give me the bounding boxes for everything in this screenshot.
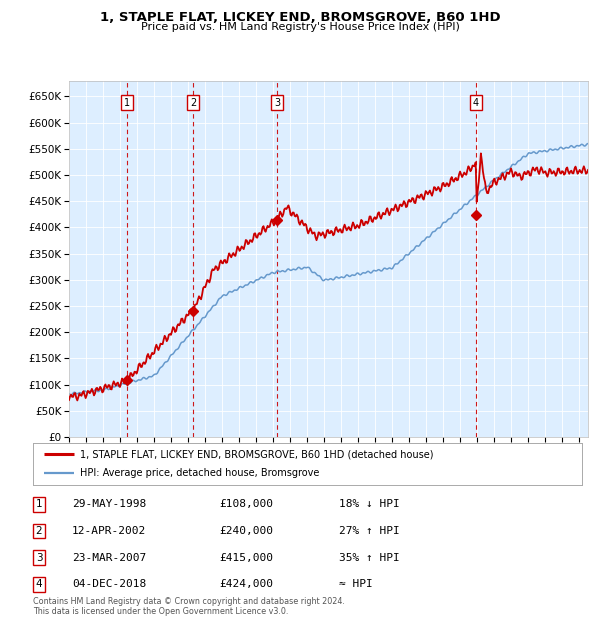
Text: 12-APR-2002: 12-APR-2002 (72, 526, 146, 536)
Text: 29-MAY-1998: 29-MAY-1998 (72, 499, 146, 510)
Text: 3: 3 (274, 97, 280, 108)
Text: 27% ↑ HPI: 27% ↑ HPI (339, 526, 400, 536)
Text: £424,000: £424,000 (219, 579, 273, 590)
Text: 1: 1 (124, 97, 130, 108)
Text: £415,000: £415,000 (219, 552, 273, 563)
Text: This data is licensed under the Open Government Licence v3.0.: This data is licensed under the Open Gov… (33, 607, 289, 616)
Text: HPI: Average price, detached house, Bromsgrove: HPI: Average price, detached house, Brom… (80, 469, 319, 479)
Text: 04-DEC-2018: 04-DEC-2018 (72, 579, 146, 590)
Text: 4: 4 (473, 97, 479, 108)
Text: 1, STAPLE FLAT, LICKEY END, BROMSGROVE, B60 1HD: 1, STAPLE FLAT, LICKEY END, BROMSGROVE, … (100, 11, 500, 24)
Text: ≈ HPI: ≈ HPI (339, 579, 373, 590)
Text: 23-MAR-2007: 23-MAR-2007 (72, 552, 146, 563)
Text: 4: 4 (35, 579, 43, 590)
Text: 1: 1 (35, 499, 43, 510)
Text: 35% ↑ HPI: 35% ↑ HPI (339, 552, 400, 563)
Text: 1, STAPLE FLAT, LICKEY END, BROMSGROVE, B60 1HD (detached house): 1, STAPLE FLAT, LICKEY END, BROMSGROVE, … (80, 449, 433, 459)
Text: 2: 2 (190, 97, 196, 108)
Text: 18% ↓ HPI: 18% ↓ HPI (339, 499, 400, 510)
Text: 2: 2 (35, 526, 43, 536)
Text: £240,000: £240,000 (219, 526, 273, 536)
Text: 3: 3 (35, 552, 43, 563)
Text: Price paid vs. HM Land Registry's House Price Index (HPI): Price paid vs. HM Land Registry's House … (140, 22, 460, 32)
Text: Contains HM Land Registry data © Crown copyright and database right 2024.: Contains HM Land Registry data © Crown c… (33, 597, 345, 606)
Text: £108,000: £108,000 (219, 499, 273, 510)
